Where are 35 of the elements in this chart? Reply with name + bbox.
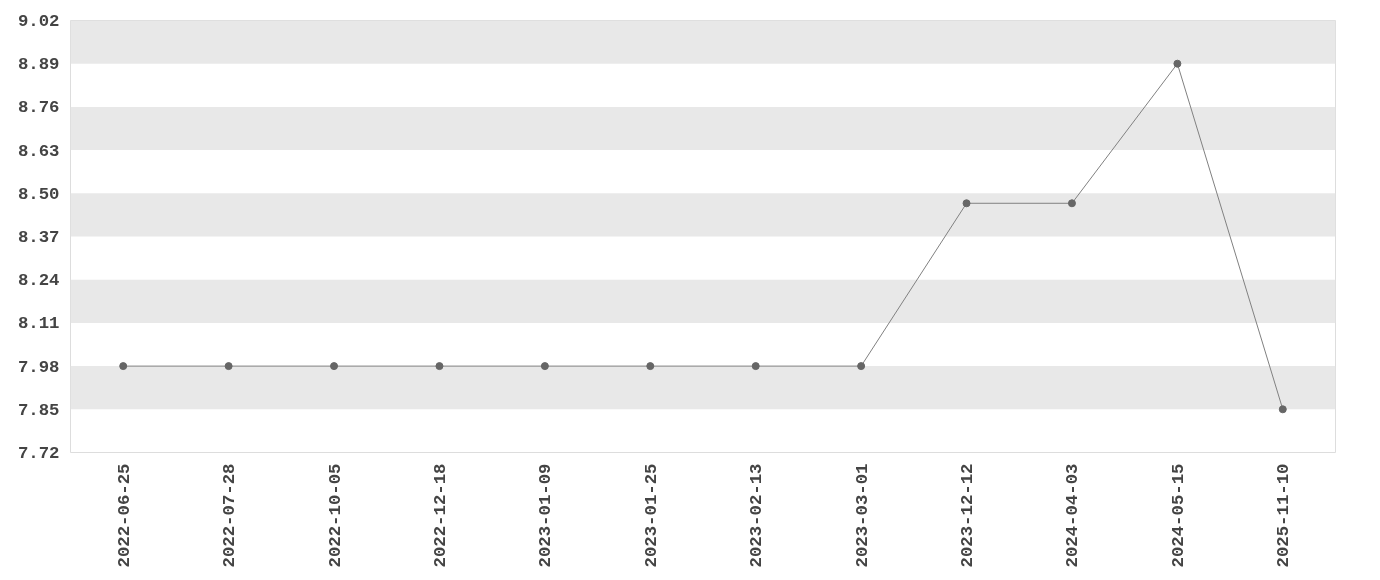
point	[119, 362, 128, 371]
point	[435, 362, 444, 371]
point	[751, 362, 760, 371]
y-tick-label: 7.85	[17, 400, 60, 420]
x-tick-label: 2024-04-03	[1063, 463, 1083, 568]
x-tick-label: 2022-12-18	[430, 463, 450, 568]
y-tick-label: 8.24	[17, 271, 60, 291]
point	[1173, 59, 1182, 68]
point	[224, 362, 233, 371]
point	[1278, 405, 1287, 414]
y-tick-label: 8.89	[17, 55, 60, 75]
x-tick-label: 2023-03-01	[852, 463, 872, 568]
point	[962, 199, 971, 208]
x-tick-label: 2023-02-13	[747, 463, 767, 568]
y-tick-label: 7.98	[17, 357, 60, 377]
x-tick-label: 2022-10-05	[325, 463, 345, 568]
point	[540, 362, 549, 371]
x-tick-label: 2022-06-25	[114, 463, 134, 568]
point	[1067, 199, 1076, 208]
y-tick-label: 8.11	[17, 314, 60, 334]
x-tick-label: 2023-01-25	[641, 463, 661, 568]
y-tick-label: 8.63	[17, 141, 60, 161]
point	[646, 362, 655, 371]
y-tick-label: 8.76	[17, 98, 60, 118]
x-tick-label: 2022-07-28	[220, 463, 240, 568]
x-tick-label: 2024-05-15	[1168, 463, 1188, 568]
y-tick-label: 9.02	[17, 12, 60, 31]
point	[330, 362, 339, 371]
y-tick-label: 7.72	[17, 444, 60, 463]
x-tick-label: 2023-12-12	[958, 463, 978, 568]
y-tick-label: 8.50	[17, 184, 60, 204]
x-tick-label: 2025-11-10	[1274, 463, 1294, 568]
x-tick-label: 2023-01-09	[536, 463, 556, 568]
y-tick-label: 8.37	[17, 228, 60, 247]
point	[857, 362, 866, 371]
